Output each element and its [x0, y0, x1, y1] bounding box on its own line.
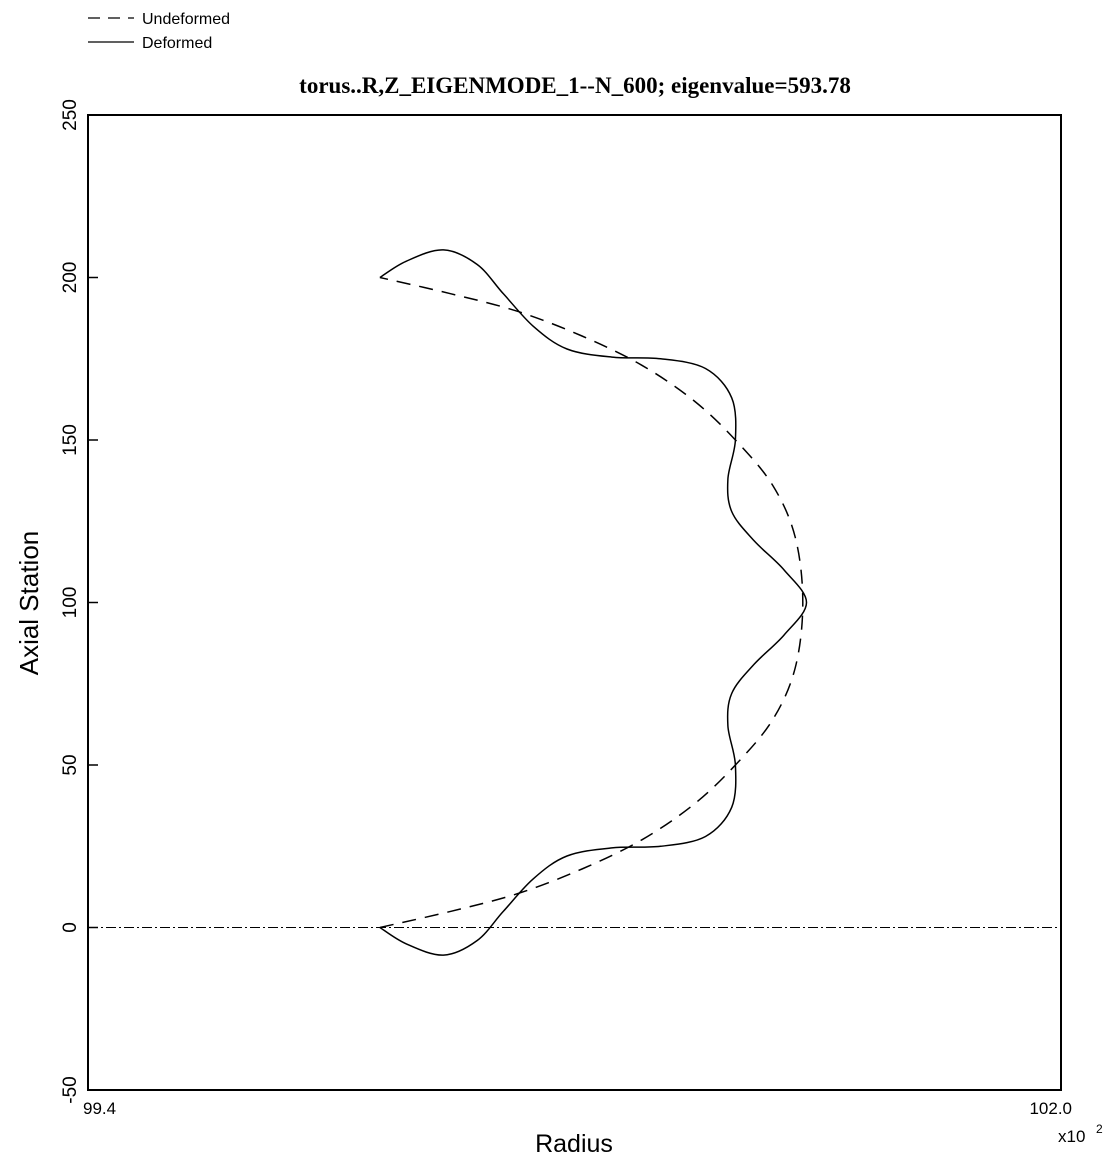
y-tick-label: 50	[60, 754, 81, 775]
y-tick-label: 100	[60, 587, 81, 619]
y-tick-label: 150	[60, 424, 81, 456]
legend-deformed-label: Deformed	[142, 35, 212, 52]
y-tick-label: 0	[60, 922, 81, 933]
y-axis: -50 0 50 100 150 200 250	[60, 99, 98, 1104]
plot-area	[88, 249, 1061, 956]
y-tick-label: -50	[60, 1076, 81, 1103]
y-tick-label: 250	[60, 99, 81, 131]
legend-undeformed-label: Undeformed	[142, 11, 230, 28]
x-axis-multiplier-exponent: 2	[1096, 1122, 1103, 1136]
plot-frame	[87, 114, 1062, 1091]
x-tick-label-max: 102.0	[1029, 1099, 1072, 1118]
x-axis-label: Radius	[535, 1130, 613, 1158]
chart-title: torus..R,Z_EIGENMODE_1--N_600; eigenvalu…	[299, 73, 851, 98]
series-deformed-line	[379, 249, 808, 956]
x-axis-multiplier: x10	[1058, 1127, 1085, 1146]
y-axis-label: Axial Station	[14, 531, 44, 676]
legend: Undeformed Deformed	[88, 11, 230, 52]
series-undeformed-line	[379, 276, 804, 929]
y-tick-label: 200	[60, 262, 81, 294]
x-tick-label-min: 99.4	[83, 1099, 116, 1118]
